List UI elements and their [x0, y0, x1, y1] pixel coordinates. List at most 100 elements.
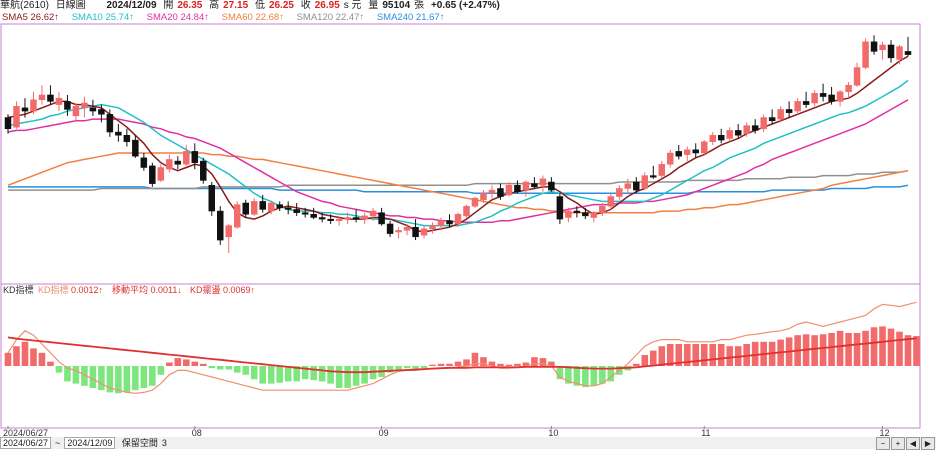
candle — [700, 140, 708, 155]
ma-legend-sma5[interactable]: SMA5 26.62↑ — [2, 12, 60, 23]
scroll-right-button[interactable]: ▶ — [921, 437, 935, 450]
kd-osc-bar — [386, 366, 394, 373]
kd-osc-bar — [267, 366, 275, 384]
candle-body — [386, 223, 394, 234]
end-date-field[interactable]: 2024/12/09 — [64, 437, 116, 449]
ma-legend-sma10[interactable]: SMA10 25.74↑ — [71, 12, 135, 23]
candle-body — [616, 188, 623, 197]
kd-osc-bar — [463, 359, 470, 366]
candle — [845, 82, 852, 99]
candle — [887, 40, 895, 63]
low-label: 低 — [254, 0, 265, 11]
kd-osc-bar — [183, 359, 190, 366]
candle — [55, 91, 63, 112]
change-value: +0.65 (+2.47%) — [430, 0, 500, 11]
candle-body — [81, 102, 88, 109]
stock-name: 華航(2610) — [0, 0, 49, 11]
kd-osc-bar — [870, 327, 878, 366]
zoom-in-button[interactable]: + — [891, 437, 905, 450]
candle — [785, 101, 793, 118]
kd-osc-bar — [335, 366, 343, 388]
candle-body — [259, 201, 266, 210]
candle — [862, 38, 869, 70]
open-value: 26.35 — [177, 0, 203, 11]
kd-osc-bar — [38, 352, 46, 366]
candle-body — [488, 189, 496, 194]
start-date-field[interactable]: 2024/06/27 — [0, 437, 52, 449]
candle-body — [717, 135, 725, 141]
kd-osc-bar — [488, 361, 496, 366]
candle-body — [89, 107, 97, 112]
kd-osc-bar — [318, 366, 326, 382]
kd-osc-bar — [327, 366, 334, 384]
candle — [395, 227, 402, 239]
ma-legend-sma20[interactable]: SMA20 24.84↑ — [146, 12, 209, 23]
kd-osc-bar — [166, 362, 173, 366]
candle — [777, 106, 784, 123]
candle — [539, 175, 547, 192]
close-value: 26.95 — [314, 0, 340, 11]
candle-body — [539, 178, 547, 186]
kd-k-legend: KD指標 0.0012↑ — [38, 284, 103, 295]
kd-osc-bar — [174, 358, 182, 366]
candle-body — [556, 196, 564, 220]
candle-body — [811, 93, 818, 104]
candle — [81, 96, 88, 118]
candle — [293, 202, 300, 216]
low-value: 26.25 — [268, 0, 294, 11]
range-sep: ~ — [55, 438, 61, 448]
scroll-left-button[interactable]: ◀ — [906, 437, 920, 450]
candle-body — [412, 226, 419, 238]
candle-body — [267, 202, 275, 212]
kd-osc-bar — [208, 366, 216, 369]
candle-body — [590, 212, 598, 218]
kd-osc-bar — [64, 366, 71, 382]
candle — [208, 182, 216, 216]
candle — [853, 62, 861, 87]
candle — [250, 198, 258, 216]
candle-body — [463, 205, 470, 217]
quote-date: 2024/12/09 — [106, 0, 157, 11]
zoom-out-button[interactable]: − — [876, 437, 890, 450]
kd-osc-bar — [819, 334, 827, 366]
candle-body — [887, 44, 895, 59]
ma-legend-sma60[interactable]: SMA60 22.68↑ — [221, 12, 284, 23]
ma-legend-sma240[interactable]: SMA240 21.67↑ — [376, 12, 445, 23]
kd-osc-bar — [420, 366, 428, 369]
candle-body — [140, 157, 148, 168]
candle — [13, 101, 20, 129]
candle-body — [200, 160, 207, 181]
candle-body — [582, 212, 589, 217]
kd-osc-bar — [556, 366, 564, 380]
candle — [106, 109, 114, 137]
candle — [420, 225, 428, 239]
candle — [497, 183, 504, 200]
candle — [599, 202, 606, 216]
candle-body — [233, 204, 241, 228]
candle-body — [675, 151, 683, 157]
candle-body — [599, 205, 606, 213]
ma-legend-sma120[interactable]: SMA120 22.47↑ — [296, 12, 365, 23]
keep-space-value[interactable]: 3 — [161, 438, 167, 448]
candle — [590, 211, 598, 223]
candle-body — [446, 220, 453, 225]
volume-label: 量 — [368, 0, 379, 11]
candle-body — [828, 94, 835, 102]
kd-title: KD指標 — [3, 284, 34, 295]
candle-body — [157, 167, 165, 181]
candle-body — [650, 175, 657, 178]
kd-osc-bar — [726, 346, 733, 366]
kd-osc-bar — [599, 366, 606, 384]
candle — [802, 91, 810, 108]
kd-osc-bar — [692, 344, 700, 366]
candle-body — [30, 99, 37, 112]
kd-osc-bar — [301, 366, 309, 380]
candle-body — [768, 117, 776, 122]
candle-body — [514, 185, 521, 192]
ma-line-sma5 — [7, 55, 909, 233]
candle — [403, 223, 411, 236]
candle-body — [471, 197, 479, 207]
kd-osc-bar — [157, 366, 165, 375]
candle — [166, 154, 173, 173]
